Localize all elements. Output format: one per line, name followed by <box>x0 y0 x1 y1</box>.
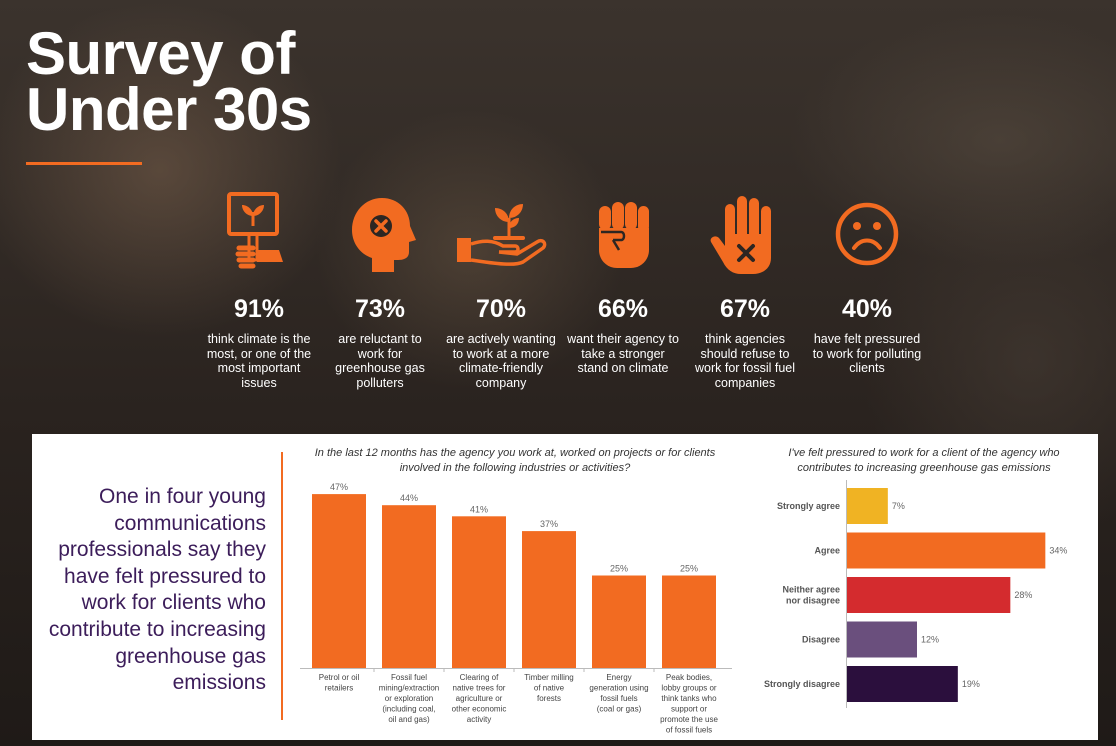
title-line-1: Survey of <box>26 20 295 87</box>
category-label: Strongly disagree <box>764 679 840 689</box>
page-title: Survey of Under 30s <box>26 24 312 140</box>
stat-percent: 66% <box>597 295 649 323</box>
raised-fist-icon <box>599 202 649 268</box>
stat-percent: 91% <box>233 295 285 323</box>
category-label-line: Fossil fuel <box>391 673 427 682</box>
bar <box>847 666 958 702</box>
category-label-line: Strongly agree <box>777 501 840 511</box>
hand-plant-icon <box>457 204 547 266</box>
category-label-line: Peak bodies, <box>666 673 712 682</box>
data-label: 25% <box>680 564 698 574</box>
plant-sign-icon <box>227 192 283 269</box>
title-line-2: Under 30s <box>26 76 312 143</box>
category-label-line: retailers <box>325 684 353 693</box>
data-label: 44% <box>400 493 418 503</box>
stat-percent: 40% <box>841 295 893 323</box>
category-label-line: support or <box>671 705 707 714</box>
sad-face-icon <box>835 202 899 266</box>
category-label-line: oil and gas) <box>388 715 430 724</box>
bar <box>847 621 917 658</box>
stat-refuse-fossil-fuel: 67% think agencies should refuse to work… <box>680 188 810 390</box>
data-label: 12% <box>921 635 939 645</box>
category-label: Clearing of native trees for agriculture o… <box>452 673 507 724</box>
data-label: 47% <box>330 482 348 492</box>
category-label: Petrol or oil retailers <box>319 673 360 693</box>
stat-description: want their agency to take a stronger sta… <box>567 332 679 375</box>
stat-climate-friendly-company: 70% are actively wanting to work at a mo… <box>436 188 566 390</box>
category-label: Peak bodies, lobby groups or think tanks w… <box>660 673 718 735</box>
category-label: Disagree <box>802 635 840 645</box>
category-label-line: think tanks who <box>661 694 717 703</box>
stat-stronger-stand: 66% want their agency to take a stronger… <box>558 188 688 376</box>
category-label: Fossil fuel mining/extraction or explorati… <box>379 673 439 724</box>
category-label-line: agriculture or <box>456 694 503 703</box>
bar <box>452 516 506 668</box>
category-label: Neither agree nor disagree <box>782 585 840 606</box>
category-label-line: Strongly disagree <box>764 679 840 689</box>
data-label: 7% <box>892 501 905 511</box>
category-label-line: Neither agree <box>782 585 840 595</box>
category-label-line: generation using <box>589 684 648 693</box>
stat-description: have felt pressured to work for pollutin… <box>812 332 922 375</box>
category-label-line: Clearing of <box>460 673 499 682</box>
bar <box>847 488 888 524</box>
stat-reluctant-polluters: 73% are reluctant to work for greenhouse… <box>315 188 445 390</box>
industries-chart-title: In the last 12 months has the agency you… <box>314 447 716 474</box>
industries-bar-chart: 47% Petrol or oil retailers 44% Fossil fuel m… <box>300 482 732 735</box>
category-label: Timber milling of native forests <box>524 673 574 703</box>
category-label-line: Disagree <box>802 635 840 645</box>
category-label-line: (including coal, <box>382 705 435 714</box>
category-label-line: promote the use <box>660 715 718 724</box>
category-label-line: (coal or gas) <box>597 705 642 714</box>
category-label-line: mining/extraction <box>379 684 439 693</box>
data-label: 34% <box>1049 546 1067 556</box>
head-x-icon <box>352 198 416 272</box>
category-label-line: forests <box>537 694 561 703</box>
data-label: 41% <box>470 504 488 514</box>
bar <box>847 532 1046 569</box>
category-label-line: lobby groups or <box>661 684 716 693</box>
category-label-line: nor disagree <box>786 596 840 606</box>
category-label-line: of native <box>534 684 565 693</box>
category-label-line: Agree <box>814 546 840 556</box>
category-label-line: of fossil fuels <box>666 726 712 735</box>
category-label: Agree <box>814 546 840 556</box>
category-label-line: or exploration <box>385 694 433 703</box>
category-label-line: fossil fuels <box>600 694 637 703</box>
stat-climate-importance: 91% think climate is the most, or one of… <box>194 188 324 390</box>
stat-felt-pressured: 40% have felt pressured to work for poll… <box>802 188 932 376</box>
panel-divider <box>281 452 283 720</box>
bar <box>847 577 1011 613</box>
category-label-line: Petrol or oil <box>319 673 360 682</box>
bar <box>382 505 436 668</box>
category-label: Strongly agree <box>777 501 840 511</box>
category-label: Energy generation using fossil fuels (coal … <box>589 673 648 714</box>
stat-percent: 70% <box>475 295 527 323</box>
category-label-line: Energy <box>606 673 631 682</box>
pressure-chart-title: I've felt pressured to work for a client… <box>788 447 1060 474</box>
data-label: 37% <box>540 519 558 529</box>
bar <box>522 531 576 668</box>
bar <box>312 494 366 668</box>
stat-description: think climate is the most, or one of the… <box>206 332 312 390</box>
stat-description: are actively wanting to work at a more c… <box>446 332 556 390</box>
stop-hand-icon <box>710 196 771 274</box>
data-label: 25% <box>610 564 628 574</box>
data-label: 19% <box>962 679 980 689</box>
bar <box>592 575 646 668</box>
bar <box>662 575 716 668</box>
key-statement: One in four young communications profess… <box>48 485 266 695</box>
category-label-line: activity <box>467 715 491 724</box>
category-label-line: other economic <box>452 705 507 714</box>
category-label-line: Timber milling <box>524 673 574 682</box>
title-underline <box>26 162 142 165</box>
pressure-bar-chart: 7% Strongly agree 34% Agree 28% Neither agree… <box>764 480 1067 708</box>
category-label-line: native trees for <box>453 684 506 693</box>
stat-description: are reluctant to work for greenhouse gas… <box>335 332 425 390</box>
stat-description: think agencies should refuse to work for… <box>694 332 796 390</box>
stat-percent: 67% <box>719 295 771 323</box>
data-label: 28% <box>1014 590 1032 600</box>
stat-percent: 73% <box>354 295 406 323</box>
